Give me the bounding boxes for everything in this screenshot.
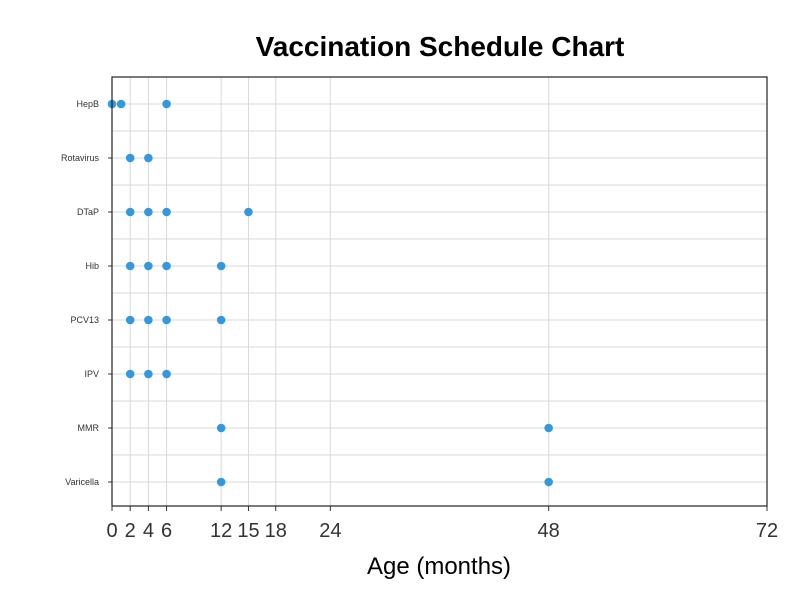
data-point (544, 423, 553, 433)
grid-layer (111, 77, 768, 506)
y-tick-label: PCV13 (70, 315, 99, 325)
data-point (216, 315, 226, 325)
data-point (162, 369, 171, 379)
x-tick-label: 4 (143, 520, 154, 542)
x-tick-label: 0 (106, 520, 117, 542)
data-point (125, 261, 135, 271)
y-tick-label: DTaP (77, 207, 99, 217)
y-tick-label: IPV (84, 369, 99, 379)
data-point (116, 99, 126, 109)
x-tick-label: 48 (538, 520, 560, 542)
data-point (544, 477, 553, 487)
plot-frame (111, 76, 768, 507)
point-layer (107, 99, 553, 487)
data-point (144, 261, 153, 271)
data-point (125, 369, 135, 379)
data-point (125, 153, 135, 163)
data-point (144, 207, 153, 217)
data-point (216, 423, 226, 433)
x-tick-label: 12 (210, 520, 232, 542)
data-point (216, 477, 226, 487)
x-tick-label: 24 (319, 520, 341, 542)
data-point (144, 369, 153, 379)
y-tick-label: MMR (78, 423, 100, 433)
x-tick-label: 72 (756, 520, 778, 542)
x-tick-label: 15 (237, 520, 259, 542)
y-tick-label: Hib (85, 261, 99, 271)
y-tick-label: Rotavirus (61, 153, 100, 163)
data-point (144, 315, 153, 325)
data-point (162, 207, 171, 217)
y-tick-label: Varicella (65, 477, 99, 487)
data-point (125, 207, 135, 217)
y-tick-label: HepB (76, 99, 99, 109)
tick-layer: 0 2 4 6 12 15 18 24 48 72HepBRotavirusDTaPHibPCV1… (61, 99, 778, 542)
data-point (144, 153, 153, 163)
x-tick-label: 18 (265, 520, 287, 542)
data-point (162, 261, 171, 271)
data-point (216, 261, 226, 271)
chart-title: Vaccination Schedule Chart (256, 31, 625, 62)
data-point (162, 99, 171, 109)
x-tick-label: 6 (161, 520, 172, 542)
data-point (244, 207, 253, 217)
x-axis-label: Age (months) (367, 553, 511, 580)
data-point (125, 315, 135, 325)
x-tick-label: 2 (125, 520, 136, 542)
data-point (162, 315, 171, 325)
